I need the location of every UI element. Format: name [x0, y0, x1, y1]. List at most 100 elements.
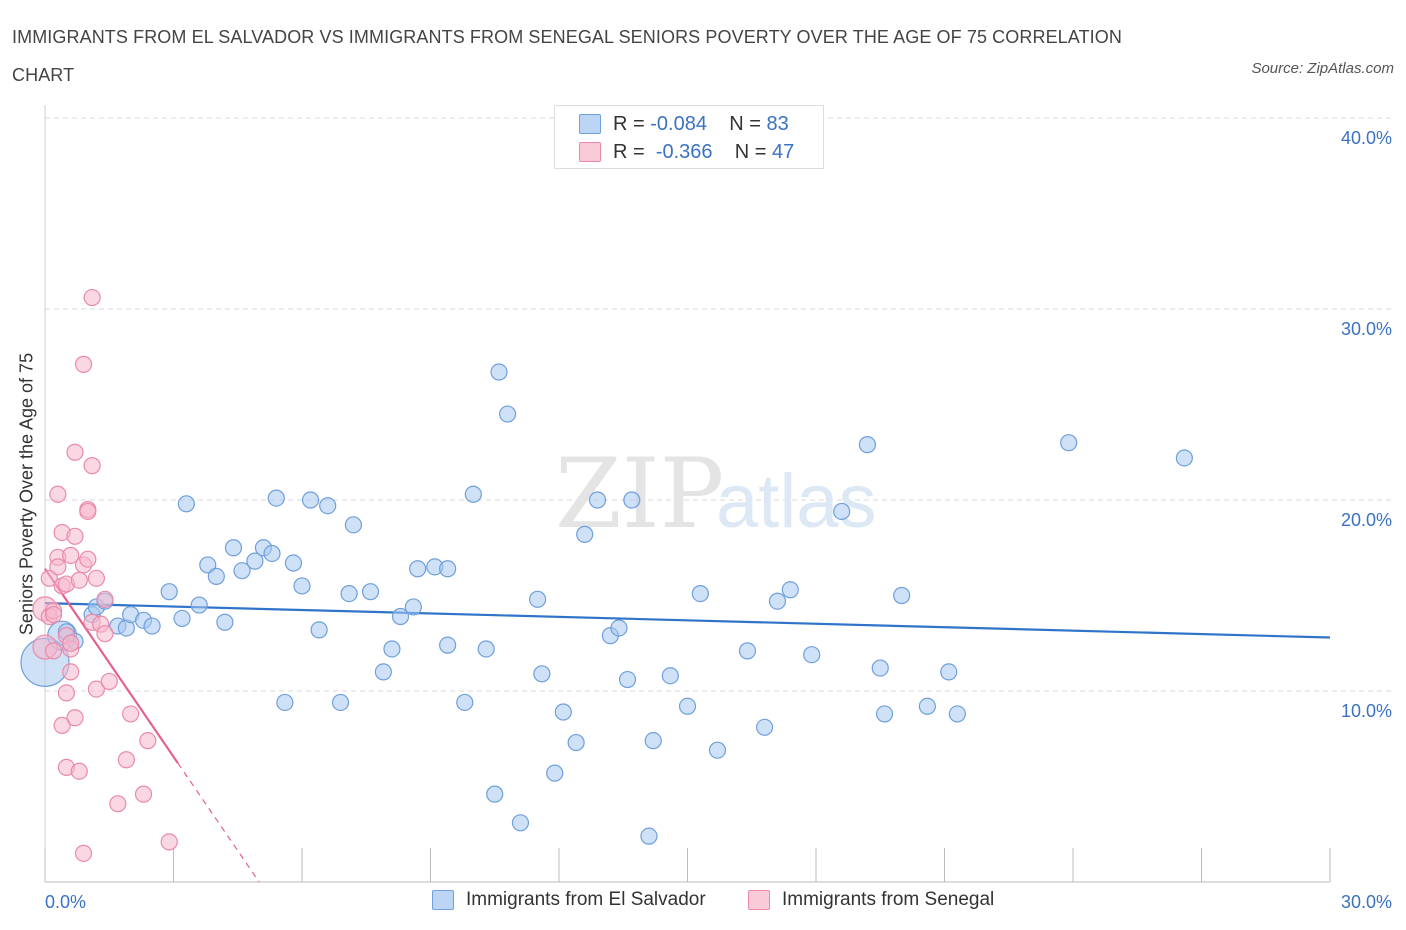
data-point — [66, 709, 84, 727]
data-point — [284, 554, 303, 572]
data-point — [499, 405, 517, 423]
data-point — [74, 844, 93, 862]
data-point — [404, 598, 422, 616]
data-point — [216, 613, 234, 631]
data-point — [340, 584, 358, 603]
data-point — [263, 544, 281, 563]
data-point — [62, 546, 80, 564]
data-point — [44, 642, 63, 660]
data-point — [190, 596, 208, 614]
data-point — [486, 785, 504, 803]
data-point — [439, 636, 457, 654]
y-tick-label: 10.0% — [1341, 701, 1392, 721]
data-point — [738, 642, 757, 660]
data-point — [87, 569, 106, 587]
data-point — [528, 590, 547, 608]
data-point — [374, 663, 392, 681]
legend-n-value: 47 — [772, 140, 795, 163]
data-point — [858, 436, 877, 454]
data-point — [87, 680, 106, 698]
data-point — [96, 625, 114, 643]
data-point — [134, 785, 153, 803]
data-point — [207, 567, 225, 586]
trend-line-extension — [177, 762, 260, 883]
source-label: Source: ZipAtlas.com — [1251, 60, 1394, 77]
data-point — [267, 489, 285, 507]
data-point — [588, 491, 607, 509]
legend-label-senegal: Immigrants from Senegal — [782, 889, 995, 910]
data-point — [755, 718, 774, 736]
legend-swatch-blue — [432, 890, 454, 910]
data-point — [319, 497, 337, 515]
data-point — [96, 590, 114, 608]
series-el-salvador — [20, 363, 1193, 845]
grid-layer — [45, 117, 1392, 692]
y-tick-label: 20.0% — [1341, 510, 1392, 530]
data-point — [464, 485, 482, 503]
data-point — [70, 762, 88, 780]
data-point — [618, 670, 637, 689]
data-point — [293, 577, 311, 595]
data-point — [44, 605, 63, 624]
legend-row-el-salvador: R = -0.084 N = 83 — [579, 110, 789, 138]
legend-item-senegal[interactable]: Immigrants from Senegal — [748, 889, 994, 911]
x-tick-label: 0.0% — [45, 892, 86, 912]
data-point — [62, 634, 80, 652]
trend-line-senegal — [44, 568, 179, 764]
tick-label-layer: 10.0% 20.0% 30.0% 40.0% 0.0% 30.0% — [45, 128, 1392, 912]
y-tick-label: 30.0% — [1341, 319, 1392, 339]
data-point — [49, 485, 67, 503]
data-point — [139, 732, 157, 750]
data-point — [768, 592, 787, 610]
data-point — [1175, 449, 1193, 467]
data-point — [781, 581, 799, 599]
data-point — [948, 705, 966, 723]
data-point — [100, 672, 118, 691]
series-senegal — [32, 288, 178, 862]
legend-label-el-salvador: Immigrants from El Salvador — [466, 889, 706, 910]
data-point — [173, 609, 191, 628]
y-tick-label: 40.0% — [1341, 128, 1392, 148]
data-point — [74, 355, 93, 373]
data-point — [439, 560, 457, 578]
data-point — [1060, 434, 1078, 452]
series-legend: Immigrants from El Salvador Immigrants f… — [0, 889, 1406, 915]
data-point — [554, 703, 572, 721]
data-point — [83, 457, 101, 475]
data-point — [57, 684, 76, 702]
legend-item-el-salvador[interactable]: Immigrants from El Salvador — [432, 889, 706, 911]
trend-layer — [44, 568, 1331, 883]
data-point — [331, 693, 350, 712]
chart-title: IMMIGRANTS FROM EL SALVADOR VS IMMIGRANT… — [12, 27, 1122, 85]
data-point — [117, 751, 135, 769]
data-point — [199, 556, 217, 574]
data-point — [918, 697, 936, 715]
y-axis-label: Seniors Poverty Over the Age of 75 — [16, 352, 37, 636]
data-point — [661, 667, 679, 685]
data-point — [893, 586, 911, 605]
data-point — [708, 741, 727, 759]
data-point — [246, 552, 264, 570]
legend-n-label: N = — [734, 140, 767, 163]
data-point — [871, 659, 889, 677]
x-tick-label: 30.0% — [1341, 892, 1392, 912]
correlation-legend: R = -0.084 N = 83 R = -0.366 N = 47 — [554, 105, 824, 169]
data-point — [691, 584, 709, 603]
data-point — [160, 833, 178, 851]
data-point — [409, 560, 427, 578]
data-point — [391, 607, 410, 626]
data-point — [310, 621, 328, 639]
legend-r-label: R = — [613, 112, 645, 135]
data-point — [567, 733, 585, 752]
legend-swatch-pink — [748, 890, 770, 910]
data-point — [53, 716, 71, 734]
legend-r-label: R = — [613, 140, 645, 163]
data-point — [644, 732, 662, 750]
data-point — [79, 502, 97, 521]
data-point — [40, 569, 58, 587]
data-point — [177, 495, 195, 513]
data-point — [678, 697, 697, 715]
data-point — [640, 827, 658, 845]
data-point — [511, 814, 530, 832]
